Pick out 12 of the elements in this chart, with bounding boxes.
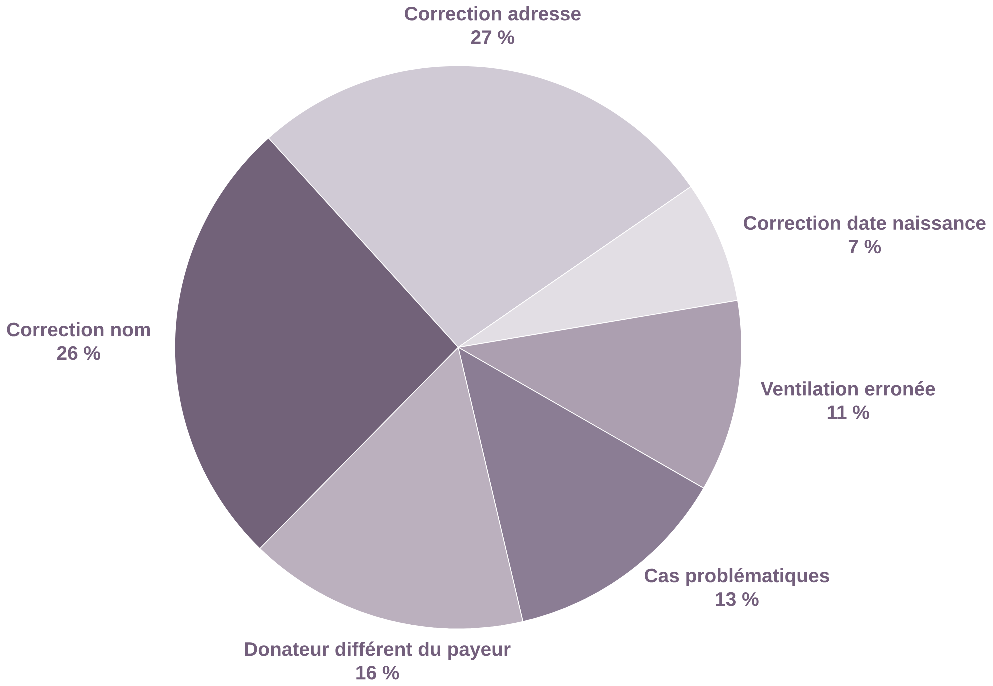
data-label: 13 % (716, 592, 759, 606)
data-label: 11 % (828, 406, 870, 420)
slice-label: Correction adresse (405, 6, 581, 21)
slice-label: Ventilation erronée (760, 381, 936, 396)
slice-label: Cas problématiques (645, 568, 830, 586)
slice-label: Correction date naissance (744, 216, 986, 230)
data-label: 26 % (57, 346, 101, 360)
slice-label: Donateur différent du payeur (245, 642, 511, 660)
slice-label: Correction nom (7, 322, 150, 337)
data-label: 16 % (356, 666, 400, 680)
data-label: 27 % (471, 30, 515, 44)
data-label: 7 % (848, 240, 882, 254)
